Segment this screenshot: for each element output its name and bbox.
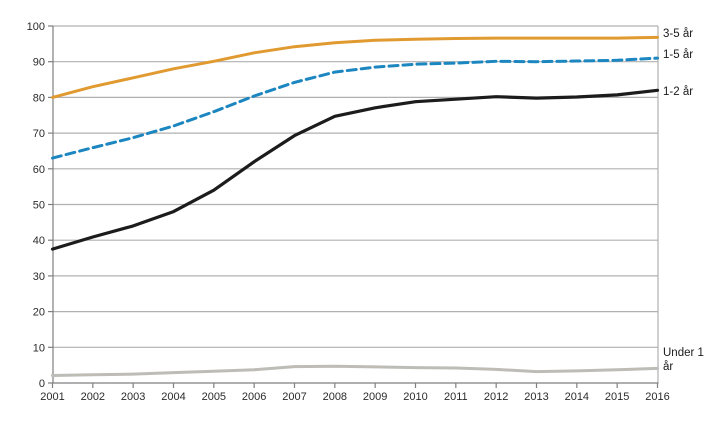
series-end-label-1-5-ar: 1-5 år xyxy=(663,49,694,61)
y-tick-label-10: 10 xyxy=(33,342,45,354)
x-tick-label-2002: 2002 xyxy=(81,391,105,403)
x-tick-label-2016: 2016 xyxy=(645,391,669,403)
y-tick-label-30: 30 xyxy=(33,271,45,283)
x-tick-label-2004: 2004 xyxy=(161,391,185,403)
series-end-label-under-1-ar: Under 1 år xyxy=(663,347,704,373)
y-tick-label-50: 50 xyxy=(33,200,45,212)
y-tick-label-100: 100 xyxy=(27,21,45,33)
series-line-1-2-år xyxy=(50,88,660,251)
x-tick-label-2003: 2003 xyxy=(121,391,145,403)
y-tick-label-40: 40 xyxy=(33,235,45,247)
y-tick-label-90: 90 xyxy=(33,57,45,69)
x-tick-label-2011: 2011 xyxy=(444,391,468,403)
x-tick-label-2007: 2007 xyxy=(282,391,306,403)
series-line-3-5-år xyxy=(51,35,659,99)
x-tick-label-2001: 2001 xyxy=(40,391,64,403)
x-tick-label-2008: 2008 xyxy=(323,391,347,403)
series-line-1-5-år xyxy=(51,56,659,160)
series-line-under-1-år xyxy=(51,364,659,377)
x-tick-label-2013: 2013 xyxy=(524,391,548,403)
y-tick-label-60: 60 xyxy=(33,164,45,176)
y-tick-label-0: 0 xyxy=(39,378,45,390)
y-tick-label-80: 80 xyxy=(33,92,45,104)
x-tick-label-2015: 2015 xyxy=(605,391,629,403)
series-end-label-1-2-ar: 1-2 år xyxy=(663,86,694,98)
x-tick-label-2009: 2009 xyxy=(363,391,387,403)
series-end-label-3-5-ar: 3-5 år xyxy=(663,28,694,40)
x-tick-label-2014: 2014 xyxy=(565,391,589,403)
x-tick-label-2010: 2010 xyxy=(403,391,427,403)
x-tick-label-2012: 2012 xyxy=(484,391,508,403)
x-tick-label-2006: 2006 xyxy=(242,391,266,403)
y-tick-label-70: 70 xyxy=(33,128,45,140)
y-tick-label-20: 20 xyxy=(33,307,45,319)
x-tick-label-2005: 2005 xyxy=(202,391,226,403)
